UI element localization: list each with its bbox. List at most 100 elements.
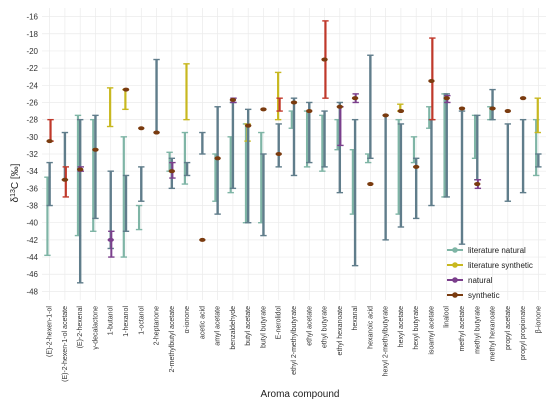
x-tick-label: ethyl 2-methylbutyrate	[291, 306, 298, 375]
y-tick-label: -48	[26, 287, 38, 296]
legend-label: synthetic	[468, 291, 500, 300]
point-markers	[46, 57, 527, 242]
legend-label: natural	[468, 276, 493, 285]
x-tick-label: acetic acid	[199, 306, 206, 339]
legend-label: literature synthetic	[468, 261, 533, 270]
legend-swatch-dot	[452, 277, 458, 283]
point-marker	[443, 96, 450, 101]
x-tick-label: butyl butyrate	[260, 306, 267, 348]
x-tick-label: propyl propionate	[520, 306, 527, 360]
x-tick-label: 2-heptanone	[154, 306, 161, 345]
legend-swatch-dot	[452, 292, 458, 298]
point-marker	[489, 106, 496, 111]
x-tick-label: (E)-2-hexen-1-ol acetate	[62, 306, 69, 382]
y-tick-label: -24	[26, 81, 38, 90]
point-marker	[107, 237, 114, 242]
x-tick-label: 1-hexanol	[123, 306, 130, 337]
point-marker	[458, 106, 466, 111]
point-marker	[244, 123, 252, 128]
y-axis-title-main: δ	[10, 196, 21, 202]
x-tick-label: ethyl hexanoate	[337, 306, 344, 356]
point-marker	[504, 109, 512, 114]
x-tick-label: E-nerolidol	[276, 306, 283, 340]
x-tick-label: butyl acetate	[245, 306, 252, 346]
x-tick-label: amyl acetate	[215, 306, 222, 346]
x-axis-ticks: (E)-2-hexen-1-ol (E)-2-hexen-1-ol acetate…	[47, 306, 543, 382]
point-marker	[275, 152, 282, 156]
point-marker	[76, 167, 84, 172]
y-axis-ticks: -48 -46 -44 -42 -40 -38 -36 -34 -32 -30 -28 -26 -24 -…	[26, 13, 38, 297]
point-marker	[474, 182, 481, 187]
x-tick-label: hexanoic acid	[367, 306, 374, 349]
x-tick-label: benzaldehyde	[230, 306, 237, 350]
legend: literature natural literature synthetic na…	[447, 246, 533, 300]
point-marker	[214, 156, 221, 161]
point-marker	[290, 100, 298, 105]
point-marker	[199, 237, 206, 242]
y-tick-label: -16	[26, 13, 38, 22]
x-tick-label: 2-methylbutyl acetate	[169, 306, 176, 373]
x-tick-label: methyl acetate	[459, 306, 466, 352]
x-tick-label: 1-butanol	[108, 306, 115, 336]
x-tick-label: β-ionone	[535, 306, 542, 333]
y-axis-title-rest: C [‰]	[10, 163, 21, 189]
y-tick-label: -38	[26, 202, 38, 211]
legend-swatch-dot	[452, 247, 458, 253]
y-tick-label: -28	[26, 116, 38, 125]
x-tick-label: linalool	[444, 306, 451, 328]
x-tick-label: ethyl butyrate	[322, 306, 329, 348]
y-tick-label: -34	[26, 167, 38, 176]
point-marker	[260, 107, 267, 112]
x-tick-label: 1-octanol	[138, 306, 145, 335]
point-marker	[138, 126, 145, 131]
legend-swatch-dot	[452, 262, 458, 268]
y-tick-label: -44	[26, 253, 38, 262]
point-marker	[382, 113, 389, 118]
x-tick-label: methyl butyrate	[474, 306, 481, 354]
x-tick-label: methyl hexanoate	[490, 306, 497, 361]
point-marker	[412, 164, 420, 169]
x-tick-label: (E)-2-hexenal	[77, 306, 84, 349]
point-marker	[92, 147, 99, 152]
x-tick-label: isoamyl acetate	[428, 306, 435, 355]
x-axis-title: Aroma compound	[261, 389, 340, 400]
y-axis-title: δ13C [‰]	[10, 163, 22, 202]
x-tick-label: propyl acetate	[505, 306, 512, 350]
y-tick-label: -36	[26, 184, 38, 193]
error-bars	[44, 20, 542, 284]
point-marker	[519, 96, 527, 101]
x-tick-label: γ-decalactone	[92, 306, 99, 350]
point-marker	[351, 96, 359, 101]
x-tick-label: hexyl 2-methylbutyrate	[383, 306, 390, 377]
point-marker	[153, 130, 160, 135]
y-tick-label: -22	[26, 64, 38, 73]
point-marker	[46, 139, 53, 144]
y-tick-label: -32	[26, 150, 38, 159]
point-marker	[367, 182, 374, 187]
legend-label: literature natural	[468, 246, 526, 255]
x-tick-label: ethyl acetate	[306, 306, 313, 346]
y-tick-label: -20	[26, 47, 38, 56]
y-tick-label: -18	[26, 30, 38, 39]
x-tick-label: hexanal	[352, 306, 359, 331]
y-tick-label: -30	[26, 133, 38, 142]
y-axis-title-sup: 13	[10, 189, 17, 197]
x-tick-label: α-ionone	[184, 306, 191, 334]
y-tick-label: -42	[26, 236, 38, 245]
y-tick-label: -40	[26, 219, 38, 228]
point-marker	[306, 109, 313, 114]
point-marker	[122, 87, 130, 92]
y-tick-label: -26	[26, 98, 38, 107]
point-marker	[428, 79, 435, 83]
point-marker	[61, 177, 69, 182]
point-marker	[336, 104, 344, 109]
point-marker	[321, 57, 328, 62]
x-tick-label: (E)-2-hexen-1-ol	[47, 306, 54, 357]
point-marker	[168, 169, 176, 174]
x-tick-label: hexyl butyrate	[413, 306, 420, 350]
y-tick-label: -46	[26, 270, 38, 279]
point-marker	[397, 109, 405, 114]
point-marker	[229, 97, 237, 102]
